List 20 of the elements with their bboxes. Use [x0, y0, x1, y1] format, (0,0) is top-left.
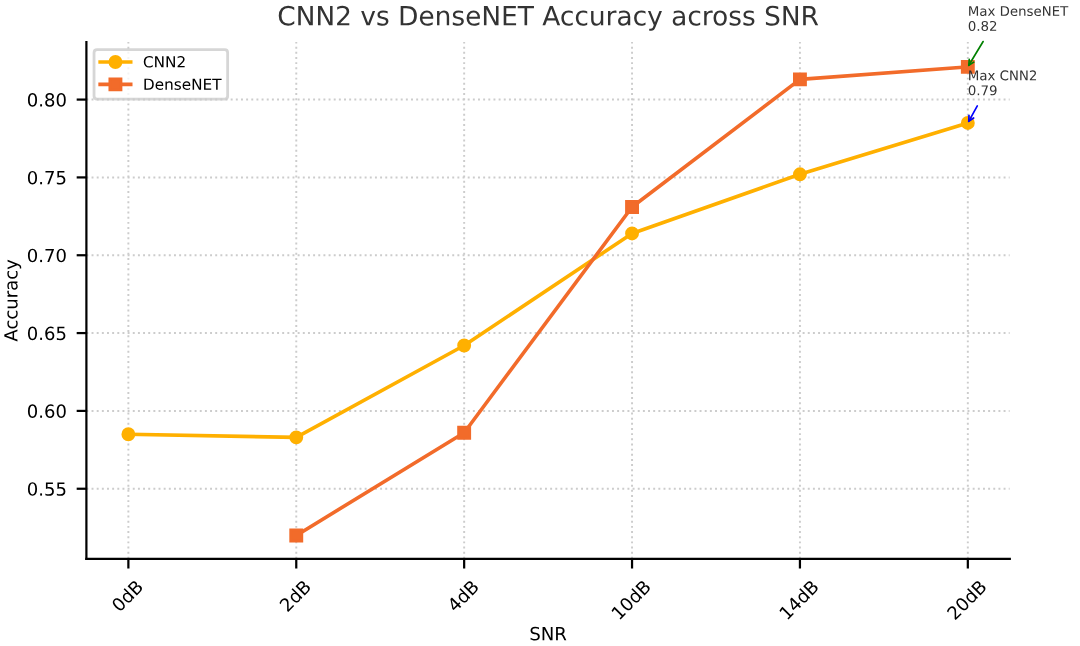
- point: [457, 338, 472, 353]
- y-tick-label: 0.60: [27, 404, 66, 419]
- y-tick-label: 0.65: [27, 326, 66, 341]
- y-tick-label: 0.70: [27, 248, 66, 263]
- point: [457, 425, 472, 440]
- x-tick-label: 0dB: [110, 579, 144, 613]
- point: [289, 430, 304, 445]
- point: [625, 226, 639, 241]
- y-tick-label: 0.75: [27, 170, 66, 185]
- point: [792, 72, 807, 87]
- point: [792, 167, 807, 182]
- y-tick-label: 0.55: [27, 482, 66, 496]
- y-axis-title: Accuracy: [4, 259, 22, 342]
- chart-title: CNN2 vs DenseNET Accuracy across SNR: [278, 5, 819, 31]
- x-tick-label: 4dB: [446, 579, 480, 613]
- x-axis-title: SNR: [530, 626, 567, 641]
- point: [121, 427, 136, 442]
- y-tick-label: 0.80: [27, 93, 66, 107]
- point: [625, 200, 639, 214]
- point: [289, 528, 304, 543]
